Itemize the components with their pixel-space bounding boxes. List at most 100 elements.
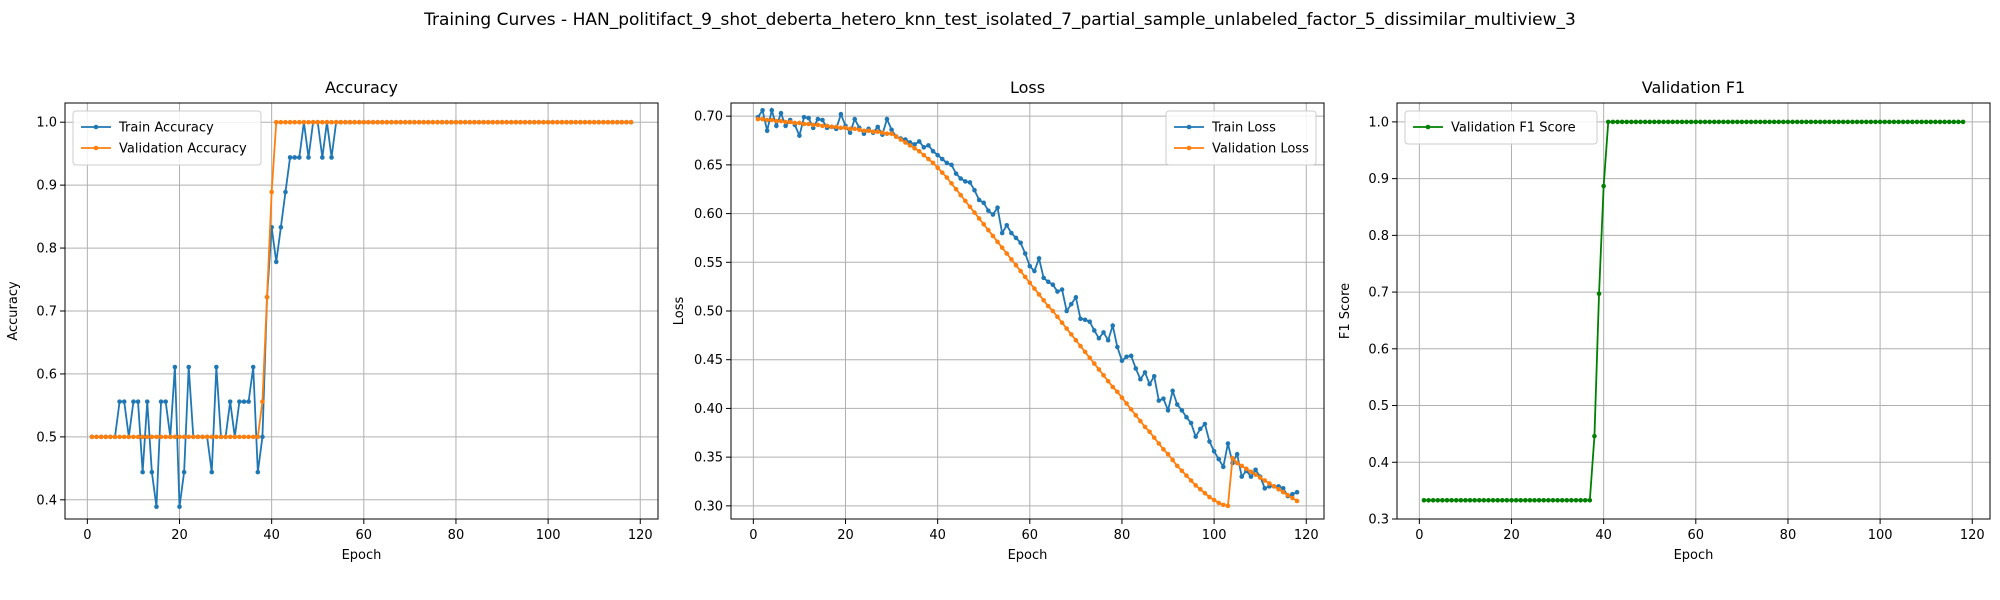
data-point [1679, 119, 1685, 125]
data-point [1430, 497, 1436, 503]
legend-f1: Validation F1 Score [1404, 110, 1598, 145]
data-point [1776, 119, 1782, 125]
data-point [1225, 503, 1231, 509]
data-point [1923, 119, 1929, 125]
data-point [893, 134, 899, 139]
data-point [112, 434, 118, 440]
data-point [513, 119, 519, 125]
data-point [958, 176, 963, 181]
data-point [1253, 472, 1258, 477]
data-point [1197, 426, 1203, 432]
x-tick-label: 20 [1503, 528, 1520, 543]
data-point [564, 119, 569, 125]
data-point [555, 119, 560, 125]
data-point [1193, 483, 1198, 488]
data-point [467, 119, 473, 125]
data-point [204, 434, 210, 440]
x-tick-label: 80 [1114, 528, 1131, 543]
data-point [144, 399, 150, 404]
data-point [140, 469, 145, 475]
data-point [1665, 119, 1671, 125]
data-point [1262, 486, 1268, 491]
data-point [1244, 466, 1249, 472]
data-point [1790, 119, 1795, 125]
data-point [774, 123, 779, 129]
data-point [352, 119, 357, 125]
data-point [1032, 286, 1037, 291]
data-point [338, 119, 344, 125]
series-line [1423, 120, 1964, 502]
data-point [1138, 418, 1143, 424]
data-point [1541, 497, 1547, 503]
series-line [91, 121, 632, 507]
data-point [1059, 287, 1065, 292]
data-point [1045, 303, 1051, 309]
data-point [379, 119, 385, 125]
data-point [755, 116, 761, 122]
y-tick-label: 0.40 [694, 402, 723, 417]
data-point [186, 364, 192, 370]
data-point [1211, 448, 1217, 454]
legend-loss: Train Loss Validation Loss [1165, 110, 1317, 166]
data-point [310, 119, 316, 125]
data-point [591, 119, 597, 125]
data-point [1688, 119, 1694, 125]
data-point [1216, 456, 1222, 462]
data-point [522, 119, 528, 125]
legend-label: Validation Accuracy [119, 142, 247, 157]
data-point [1257, 475, 1263, 480]
data-point [1435, 497, 1441, 503]
data-point [1481, 497, 1487, 503]
data-point [1840, 119, 1846, 125]
data-point [1248, 469, 1254, 475]
data-point [1138, 376, 1143, 382]
data-point [1188, 478, 1194, 483]
data-point [181, 434, 187, 440]
data-point [903, 140, 908, 145]
data-point [1527, 497, 1533, 503]
data-point [135, 399, 141, 404]
data-point [806, 121, 811, 127]
y-tick-label: 0.55 [694, 256, 723, 271]
x-tick-label: 80 [448, 528, 465, 543]
data-point [306, 155, 311, 160]
data-point [1151, 373, 1157, 379]
data-point [508, 119, 514, 125]
data-point [98, 434, 104, 440]
data-point [1730, 119, 1735, 125]
data-point [214, 434, 219, 440]
data-point [1105, 337, 1111, 343]
data-point [1165, 408, 1171, 413]
data-point [1619, 119, 1625, 125]
data-point [1854, 119, 1860, 125]
data-point [1216, 500, 1222, 506]
data-point [481, 119, 486, 125]
data-point [531, 119, 537, 125]
data-point [939, 170, 945, 175]
data-point [518, 119, 523, 125]
data-point [1188, 420, 1194, 426]
data-point [764, 117, 770, 123]
data-point [578, 119, 583, 125]
x-tick-label: 100 [1868, 528, 1893, 543]
y-tick-label: 0.6 [36, 367, 57, 382]
chart-loss: 0 20 40 60 80 100 120 0.30 0.35 0.40 0.45 0.50 0.55 0… [672, 78, 1325, 563]
data-point [1937, 119, 1943, 125]
data-point [1587, 497, 1593, 503]
data-point [527, 119, 532, 125]
data-point [628, 119, 634, 125]
data-point [967, 180, 973, 185]
data-point [875, 124, 881, 130]
data-point [838, 111, 844, 117]
data-point [1615, 119, 1620, 125]
data-point [870, 129, 876, 135]
data-point [1463, 497, 1468, 503]
data-point [1082, 317, 1088, 323]
data-point [1078, 316, 1083, 322]
data-point [149, 434, 155, 440]
data-point [1082, 349, 1088, 355]
data-point [1234, 451, 1240, 457]
data-point [407, 119, 413, 125]
data-point [499, 119, 505, 125]
y-tick-label: 0.7 [1368, 286, 1389, 301]
